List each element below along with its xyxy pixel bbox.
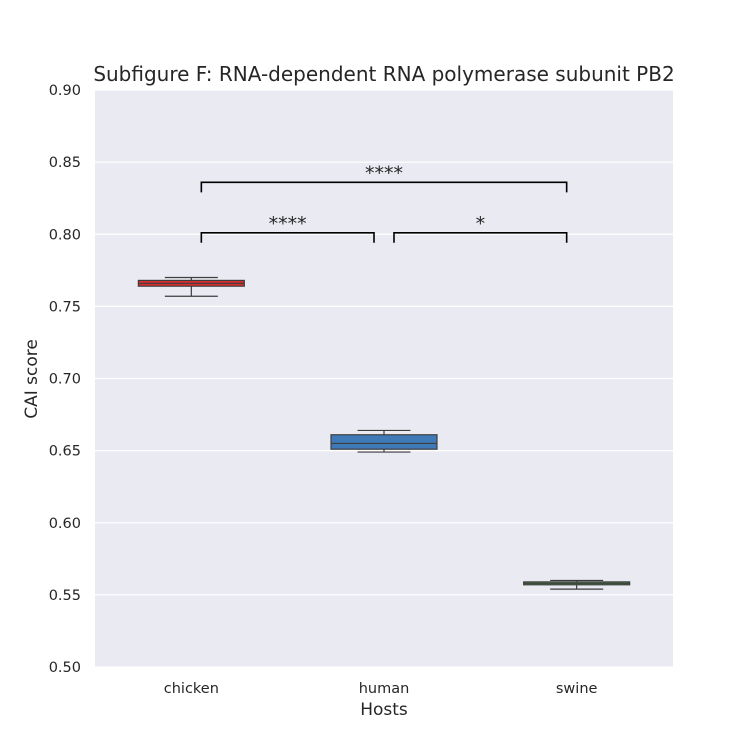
y-tick-label: 0.75 <box>49 299 81 315</box>
gridlines <box>95 89 673 668</box>
box-body <box>330 434 438 450</box>
y-tick-label: 0.80 <box>49 227 81 243</box>
significance-brackets: **** ***** <box>200 162 568 243</box>
x-tick-label: human <box>359 681 410 697</box>
x-tick-label: chicken <box>164 681 219 697</box>
bracket-human-swine: * <box>393 213 568 243</box>
y-tick-label: 0.85 <box>49 155 81 171</box>
significance-label: **** <box>269 213 307 235</box>
y-tick-label: 0.60 <box>49 516 81 532</box>
bracket-chicken-human: **** <box>200 213 375 243</box>
box-group <box>137 276 631 590</box>
y-tick-label: 0.55 <box>49 588 81 604</box>
bracket-line <box>200 181 568 193</box>
x-tick-label: swine <box>556 681 598 697</box>
x-axis-label: Hosts <box>360 700 408 720</box>
x-axis-ticks: chicken human swine <box>164 681 598 697</box>
significance-label: **** <box>365 162 403 184</box>
bracket-line <box>200 232 375 243</box>
y-tick-label: 0.50 <box>49 660 81 676</box>
bracket-chicken-swine: **** <box>200 162 568 193</box>
y-axis-ticks: 0.50 0.55 0.60 0.65 0.70 0.75 0.80 0.85 0.90 <box>49 83 81 676</box>
y-axis-label: CAI score <box>22 339 42 419</box>
bracket-line <box>393 232 568 243</box>
chart-title: Subfigure F: RNA-dependent RNA polymeras… <box>93 62 674 86</box>
box-human <box>330 429 438 453</box>
y-tick-label: 0.70 <box>49 372 81 388</box>
significance-label: * <box>476 213 486 235</box>
y-tick-label: 0.90 <box>49 83 81 99</box>
y-tick-label: 0.65 <box>49 444 81 460</box>
box-chicken <box>137 276 245 297</box>
box-swine <box>523 579 631 590</box>
